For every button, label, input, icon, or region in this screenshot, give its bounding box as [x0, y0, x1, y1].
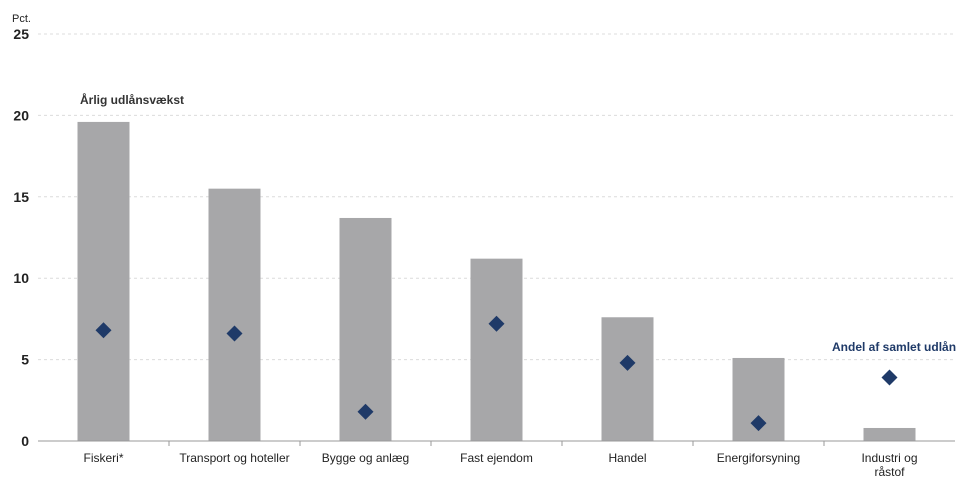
diamond-marker: [881, 369, 898, 386]
x-category-label: Handel: [608, 451, 646, 465]
diamond-marker: [357, 403, 374, 420]
x-axis-labels: Fiskeri* Transport og hoteller Bygge og an…: [83, 451, 917, 479]
y-tick-label: 10: [13, 270, 29, 286]
diamond-marker: [95, 322, 112, 339]
diamond-marker: [619, 354, 636, 371]
y-unit-label: Pct.: [12, 13, 31, 25]
bar-series: [77, 121, 916, 442]
bar: [208, 188, 261, 441]
diamond-marker: [488, 315, 505, 332]
bar-series-annotation: Årlig udlånsvækst: [80, 92, 184, 107]
gridlines: [38, 33, 955, 361]
x-category-label: Transport og hoteller: [179, 451, 289, 465]
marker-series-annotation: Andel af samlet udlån: [832, 340, 956, 354]
y-tick-label: 20: [13, 107, 29, 123]
y-tick-label: 5: [21, 352, 29, 368]
y-tick-label: 25: [13, 26, 29, 42]
y-tick-label: 15: [13, 189, 29, 205]
x-category-label: Energiforsyning: [717, 451, 800, 465]
bar: [601, 317, 654, 441]
bar: [863, 427, 916, 441]
x-category-label: Bygge og anlæg: [322, 451, 409, 465]
x-category-label: Fast ejendom: [460, 451, 533, 465]
y-tick-label: 0: [21, 433, 29, 449]
x-category-label: Fiskeri*: [83, 451, 123, 465]
x-category-label: Industri og råstof: [861, 451, 917, 479]
marker-series: [95, 315, 898, 432]
diamond-marker: [750, 415, 767, 432]
y-axis-ticks: 0 5 10 15 20 25: [13, 26, 29, 449]
bar: [77, 121, 130, 442]
bar: [470, 258, 523, 441]
x-axis-ticks: [168, 441, 825, 446]
diamond-marker: [226, 325, 243, 342]
